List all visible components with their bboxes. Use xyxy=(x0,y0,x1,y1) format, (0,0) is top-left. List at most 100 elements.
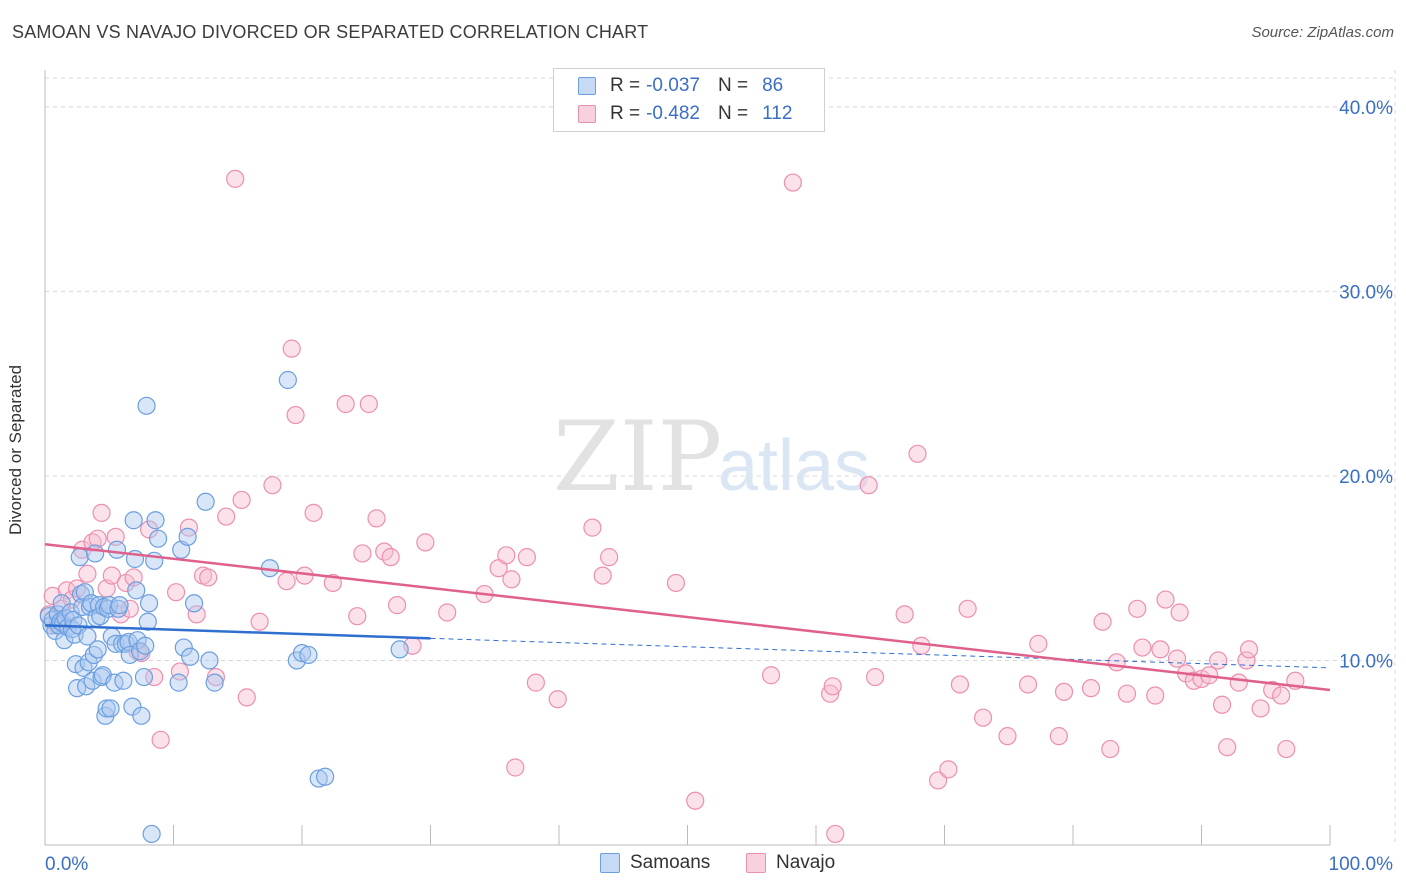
navajo-point xyxy=(367,509,386,528)
n-value: 86 xyxy=(762,75,784,96)
legend-row-navajo: R = -0.482 N = 112 xyxy=(578,101,792,127)
navajo-point xyxy=(866,667,885,687)
navajo-point xyxy=(166,583,186,602)
navajo-point xyxy=(548,690,567,709)
navajo-point xyxy=(821,684,840,703)
samoans-point xyxy=(178,527,197,546)
n-label: N = xyxy=(717,103,749,124)
navajo-trend-line xyxy=(44,542,1331,692)
navajo-point xyxy=(416,533,435,552)
trend-lines xyxy=(44,542,1331,692)
navajo-point xyxy=(998,727,1017,746)
navajo-point xyxy=(1167,649,1187,668)
samoans-point xyxy=(390,640,409,659)
navajo-point xyxy=(939,760,958,779)
navajo-point xyxy=(353,544,372,563)
samoans-point xyxy=(196,492,215,511)
navajo-point xyxy=(928,771,948,790)
navajo-point xyxy=(1212,695,1232,714)
navajo-point xyxy=(583,518,602,537)
navajo-point xyxy=(826,824,845,844)
navajo-point xyxy=(1209,651,1228,670)
legend-item-samoans[interactable]: Samoans xyxy=(600,852,710,874)
samoans-point xyxy=(110,596,129,615)
navajo-point xyxy=(526,673,545,692)
y-tick-label: 40.0% xyxy=(1339,98,1393,119)
samoans-point xyxy=(97,699,116,718)
axes xyxy=(44,70,1331,846)
navajo-point xyxy=(666,573,686,593)
navajo-point xyxy=(106,527,125,546)
samoans-point xyxy=(83,671,102,690)
watermark: ZIP atlas xyxy=(553,401,870,513)
samoans-point xyxy=(100,596,119,615)
navajo-point xyxy=(187,605,206,624)
navajo-point xyxy=(1107,653,1126,672)
samoans-point xyxy=(70,548,89,567)
y-tick-labels: 10.0% 20.0% 30.0% 40.0% xyxy=(1339,98,1393,673)
samoans-point xyxy=(278,370,297,390)
navajo-point xyxy=(950,675,970,694)
navajo-point xyxy=(145,667,164,687)
navajo-point xyxy=(1018,675,1038,694)
y-axis-label: Divorced or Separated xyxy=(6,364,25,535)
navajo-swatch xyxy=(746,853,766,873)
r-value: -0.037 xyxy=(646,75,700,96)
navajo-point xyxy=(600,548,619,567)
navajo-point xyxy=(1251,699,1270,718)
samoans-point xyxy=(64,610,83,629)
navajo-point xyxy=(1263,680,1282,700)
samoans-point xyxy=(114,671,133,690)
samoans-point xyxy=(181,647,200,666)
samoans-point xyxy=(316,767,335,786)
navajo-point xyxy=(438,603,457,622)
navajo-point xyxy=(1151,640,1170,659)
navajo-point xyxy=(1081,679,1101,698)
navajo-point xyxy=(277,572,296,591)
x-tick-label-min: 0.0% xyxy=(45,854,88,875)
navajo-point xyxy=(1239,640,1259,659)
samoans-trend-extension xyxy=(430,637,1331,669)
navajo-point xyxy=(958,599,977,618)
legend-row-samoans: R = -0.037 N = 86 xyxy=(578,73,783,99)
navajo-point xyxy=(1277,739,1296,759)
samoans-point xyxy=(309,769,328,788)
y-tick-label: 20.0% xyxy=(1339,467,1393,488)
samoans-point xyxy=(132,706,151,725)
navajo-point xyxy=(1029,634,1048,653)
n-value: 112 xyxy=(762,103,793,124)
samoans-point xyxy=(88,640,107,659)
navajo-point xyxy=(593,566,612,585)
samoans-point xyxy=(130,642,150,661)
navajo-point xyxy=(497,546,516,565)
navajo-point xyxy=(517,548,536,567)
navajo-point xyxy=(895,605,914,624)
y-tick-label: 30.0% xyxy=(1339,282,1393,303)
samoans-point xyxy=(107,540,127,559)
samoans-point xyxy=(74,658,93,677)
samoans-swatch xyxy=(578,77,596,95)
samoans-trend-line xyxy=(44,624,431,640)
navajo-point xyxy=(387,596,407,615)
navajo-point xyxy=(92,503,111,522)
navajo-point xyxy=(179,518,199,537)
navajo-point xyxy=(232,490,251,510)
navajo-point xyxy=(1054,682,1074,701)
legend-item-navajo[interactable]: Navajo xyxy=(746,852,835,874)
navajo-point xyxy=(912,636,931,655)
navajo-point xyxy=(823,677,842,696)
navajo-point xyxy=(908,444,927,463)
navajo-point xyxy=(263,476,282,495)
navajo-point xyxy=(78,564,97,583)
navajo-point xyxy=(348,607,367,626)
correlation-legend: R = -0.037 N = 86 R = -0.482 N = 112 xyxy=(553,68,825,132)
samoans-point xyxy=(200,651,219,670)
samoans-point xyxy=(136,636,155,655)
navajo-point xyxy=(783,173,802,192)
r-label: R = xyxy=(610,75,641,96)
navajo-point xyxy=(217,507,236,526)
navajo-point xyxy=(973,708,993,727)
navajo-point xyxy=(1146,686,1165,705)
navajo-point xyxy=(88,529,107,548)
navajo-point xyxy=(199,568,218,587)
